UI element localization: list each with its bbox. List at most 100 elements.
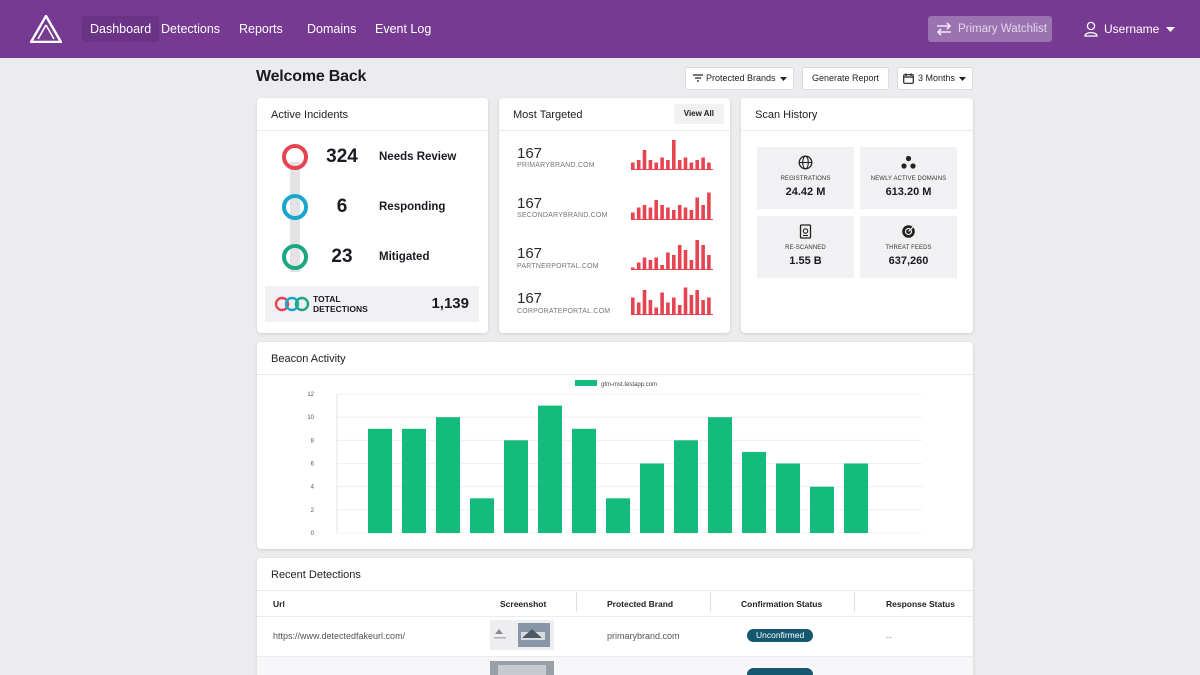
sparkline-bar [654, 257, 658, 270]
legend-swatch [575, 380, 597, 386]
sparkline-bar [701, 205, 705, 220]
brand-logo-icon[interactable] [30, 15, 62, 43]
column-header-protected-brand[interactable]: Protected Brand [607, 599, 674, 609]
screenshot-thumbnail[interactable] [490, 620, 554, 650]
beacon-bar[interactable] [810, 486, 834, 533]
sparkline-bar [654, 162, 658, 170]
beacon-bar[interactable] [402, 428, 426, 534]
nav-detections[interactable]: Detections [161, 22, 221, 36]
beacon-bar[interactable] [538, 405, 562, 533]
beacon-bar[interactable] [674, 440, 698, 533]
brand-filter-label: Protected Brands [706, 73, 776, 83]
target-domain[interactable]: PRIMARYBRAND.COM [517, 162, 595, 169]
sparkline-bar [660, 292, 664, 315]
sparkline-bar [701, 245, 705, 270]
sparkline-bar [683, 250, 688, 270]
confirmation-status-badge[interactable]: Unconfirmed [747, 629, 814, 642]
sparkline-bar [660, 157, 664, 170]
column-header-screenshot[interactable]: Screenshot [500, 599, 547, 609]
sparkline-bar [701, 157, 705, 170]
generate-report-button[interactable]: Generate Report [802, 67, 889, 90]
network-icon [901, 155, 916, 169]
beacon-bar-chart: gtm-mst.testapp.com 0 2 4 6 8 10 12 [307, 380, 922, 537]
target-count: 167 [517, 195, 543, 212]
responding-ring-icon [282, 194, 308, 220]
registrations-stat: REGISTRATIONS 24.42 M [757, 147, 854, 209]
nav-reports[interactable]: Reports [239, 22, 283, 36]
divider [257, 374, 973, 375]
sparkline-bar [631, 162, 635, 170]
overlapping-rings-icon [274, 296, 310, 312]
watchlist-switch-button[interactable]: Primary Watchlist [928, 16, 1052, 42]
column-header-url[interactable]: Url [273, 599, 285, 609]
sparkline-bar [660, 265, 664, 270]
target-sparkline [631, 192, 713, 220]
beacon-bar[interactable] [572, 428, 596, 534]
sparkline-bar [707, 192, 711, 220]
sparkline-bar [707, 297, 711, 315]
needs-review-label: Needs Review [379, 151, 457, 163]
sparkline-bar [677, 245, 682, 270]
detection-url[interactable]: https://www.detectedfakeurl.com/ [273, 631, 406, 641]
sparkline-bar [631, 297, 635, 315]
beacon-bar[interactable] [504, 440, 528, 533]
stat-label: RE-SCANNED [785, 245, 826, 251]
sparkline-bar [636, 302, 641, 315]
date-range-dropdown[interactable]: 3 Months [897, 67, 973, 90]
responding-count: 6 [336, 196, 348, 217]
y-tick-label: 8 [311, 438, 315, 444]
legend-label: gtm-mst.testapp.com [601, 382, 657, 388]
sparkline-bar [631, 267, 635, 270]
y-tick-label: 4 [311, 485, 315, 491]
page-title: Welcome Back [256, 68, 367, 85]
beacon-bar[interactable] [776, 463, 800, 534]
website-preview-image [490, 661, 554, 675]
sparkline-bar [689, 260, 694, 270]
table-row[interactable] [257, 657, 973, 675]
brand-filter-dropdown[interactable]: Protected Brands [685, 67, 794, 90]
screenshot-thumbnail[interactable] [490, 661, 554, 675]
beacon-bar[interactable] [742, 451, 766, 533]
target-count: 167 [517, 245, 543, 262]
beacon-bar[interactable] [640, 463, 664, 534]
target-domain[interactable]: PARTNERPORTAL.COM [517, 263, 599, 270]
beacon-activity-card: Beacon Activity gtm-mst.testapp.com 0 2 4 6 8… [257, 342, 973, 549]
column-separator [710, 592, 711, 612]
nav-event-log[interactable]: Event Log [375, 22, 432, 36]
sparkline-bar [666, 252, 670, 270]
target-domain[interactable]: CORPORATEPORTAL.COM [517, 308, 611, 315]
nav-dashboard[interactable]: Dashboard [82, 16, 160, 42]
chevron-down-icon [1166, 27, 1176, 32]
beacon-bar[interactable] [368, 428, 392, 534]
sparkline-bar [695, 240, 699, 270]
target-sparkline [631, 240, 713, 270]
target-sparkline [631, 140, 713, 170]
beacon-bar[interactable] [844, 463, 868, 534]
confirmation-status-badge[interactable] [747, 668, 813, 675]
total-detections-summary[interactable]: TOTAL DETECTIONS 1,139 [265, 286, 479, 322]
total-detections-value: 1,139 [431, 295, 469, 312]
view-all-button[interactable]: View All [673, 104, 724, 124]
beacon-bar[interactable] [470, 498, 494, 534]
beacon-bar[interactable] [606, 498, 630, 534]
nav-domains[interactable]: Domains [307, 22, 357, 36]
sparkline-bar [683, 157, 688, 170]
sparkline-bar [648, 300, 653, 315]
column-header-response-status[interactable]: Response Status [886, 599, 955, 609]
sparkline-bar [677, 160, 682, 170]
sparkline-bar [660, 205, 664, 220]
sparkline-bar [654, 307, 658, 315]
target-domain[interactable]: SECONDARYBRAND.COM [517, 212, 608, 219]
radar-icon [902, 225, 915, 238]
user-menu[interactable]: Username [1084, 16, 1176, 42]
beacon-bar[interactable] [436, 417, 460, 533]
sparkline-bar [695, 160, 699, 170]
chevron-down-icon [780, 77, 787, 81]
target-sparkline [631, 287, 713, 315]
beacon-bar[interactable] [708, 417, 732, 533]
sparkline-bar [666, 207, 670, 220]
stat-value: 613.20 M [885, 186, 932, 198]
stat-value: 1.55 B [789, 255, 822, 267]
column-header-confirmation-status[interactable]: Confirmation Status [741, 599, 823, 609]
y-tick-label: 12 [307, 392, 314, 398]
